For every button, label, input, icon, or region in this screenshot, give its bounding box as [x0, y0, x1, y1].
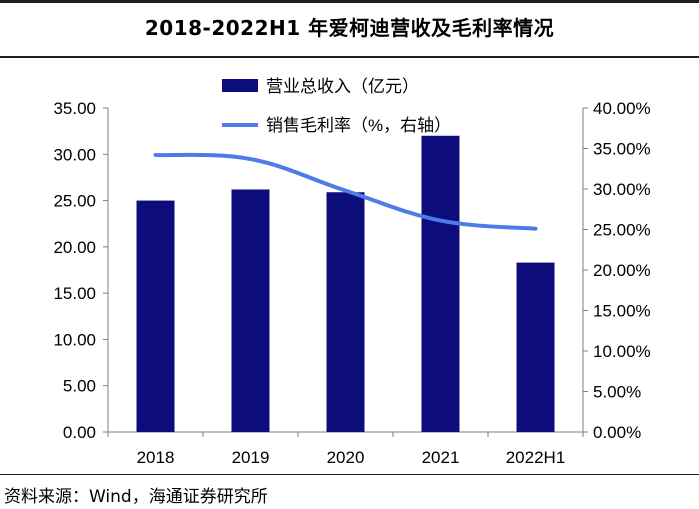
title-bar	[0, 0, 699, 58]
left-tick-label: 25.00	[53, 192, 96, 211]
right-tick-label: 35.00%	[593, 140, 651, 159]
x-tick-label: 2022H1	[506, 448, 566, 467]
right-tick-label: 10.00%	[593, 342, 651, 361]
right-tick-label: 15.00%	[593, 302, 651, 321]
left-tick-label: 0.00	[63, 423, 96, 442]
right-tick-label: 40.00%	[593, 99, 651, 118]
left-tick-label: 35.00	[53, 99, 96, 118]
right-tick-label: 25.00%	[593, 221, 651, 240]
source-divider	[0, 474, 699, 475]
bar-revenue	[421, 135, 460, 432]
right-tick-label: 20.00%	[593, 261, 651, 280]
x-tick-label: 2020	[327, 448, 365, 467]
chart-title: 2018-2022H1 年爱柯迪营收及毛利率情况	[144, 16, 555, 40]
bar-revenue	[326, 192, 365, 432]
right-tick-label: 0.00%	[593, 423, 641, 442]
line-gross-margin	[153, 152, 538, 231]
right-tick-label: 30.00%	[593, 180, 651, 199]
legend-swatch-revenue	[222, 79, 258, 92]
bar-revenue	[136, 200, 175, 432]
bar-revenue	[231, 189, 270, 432]
left-tick-label: 20.00	[53, 238, 96, 257]
left-tick-label: 5.00	[63, 377, 96, 396]
legend-label-margin: 销售毛利率（%，右轴）	[266, 116, 451, 135]
right-tick-label: 5.00%	[593, 383, 641, 402]
source-note: 资料来源：Wind，海通证券研究所	[4, 487, 268, 507]
x-tick-label: 2019	[232, 448, 270, 467]
bar-revenue	[516, 262, 555, 432]
legend-label-revenue: 营业总收入（亿元）	[266, 77, 419, 96]
left-tick-label: 30.00	[53, 145, 96, 164]
x-tick-label: 2018	[137, 448, 175, 467]
left-tick-label: 10.00	[53, 330, 96, 349]
left-tick-label: 15.00	[53, 284, 96, 303]
x-tick-label: 2021	[422, 448, 460, 467]
